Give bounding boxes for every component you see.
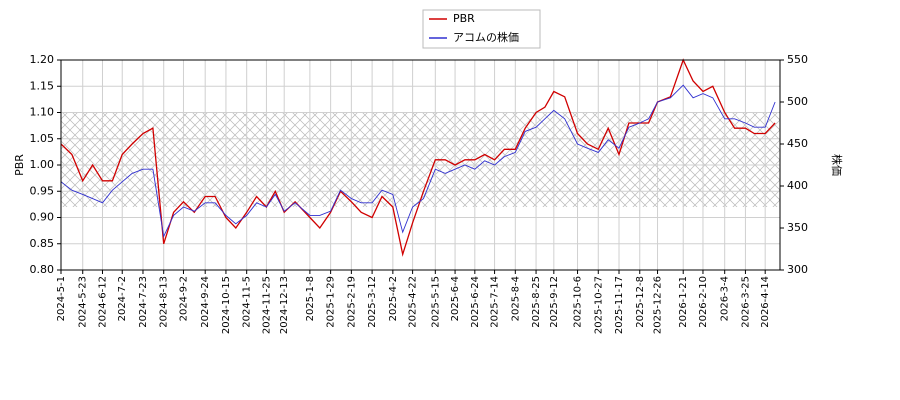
x-tick-label: 2024-8-13 bbox=[159, 276, 170, 328]
legend-box bbox=[422, 9, 541, 49]
x-tick-label: 2024-10-15 bbox=[221, 276, 232, 334]
x-tick-label: 2024-6-12 bbox=[97, 276, 108, 328]
x-tick-label: 2026-3-4 bbox=[720, 276, 731, 321]
y-tick-label: 0.90 bbox=[30, 211, 55, 224]
x-tick-label: 2025-12-8 bbox=[635, 276, 646, 328]
x-tick-label: 2024-5-23 bbox=[78, 276, 89, 328]
x-tick-label: 2025-8-25 bbox=[531, 276, 542, 328]
x-tick-label: 2026-4-14 bbox=[760, 276, 771, 328]
y2-tick-label: 350 bbox=[787, 221, 808, 234]
y-tick-label: 0.85 bbox=[30, 237, 55, 250]
legend bbox=[422, 9, 541, 49]
series-line bbox=[60, 58, 776, 257]
x-tick-label: 2025-8-4 bbox=[510, 276, 521, 321]
x-tick-label: 2025-9-12 bbox=[549, 276, 560, 328]
series-line bbox=[60, 84, 776, 238]
x-tick-label: 2025-5-15 bbox=[430, 276, 441, 328]
y2-tick-label: 450 bbox=[787, 137, 808, 150]
y2-tick-label: 500 bbox=[787, 95, 808, 108]
y-tick-label: 1.05 bbox=[30, 132, 55, 145]
reference-band bbox=[61, 112, 780, 207]
x-tick-label: 2024-5-1 bbox=[56, 276, 67, 321]
x-tick-label: 2024-7-2 bbox=[117, 276, 128, 321]
x-tick-label: 2026-3-25 bbox=[740, 276, 751, 328]
x-tick-label: 2025-10-6 bbox=[573, 276, 584, 328]
x-tick-label: 2025-10-27 bbox=[593, 276, 604, 334]
x-tick-label: 2025-3-12 bbox=[367, 276, 378, 328]
x-tick-label: 2025-7-14 bbox=[490, 276, 501, 328]
x-tick-label: 2025-2-19 bbox=[346, 276, 357, 328]
x-tick-label: 2025-12-26 bbox=[653, 276, 664, 334]
x-tick-label: 2025-1-29 bbox=[326, 276, 337, 328]
y2-axis-label: 株価 bbox=[830, 154, 844, 176]
x-tick-label: 2026-2-10 bbox=[698, 276, 709, 328]
x-tick-label: 2025-6-24 bbox=[470, 276, 481, 328]
x-tick-label: 2024-11-5 bbox=[242, 276, 253, 328]
y-tick-label: 0.95 bbox=[30, 184, 55, 197]
y2-tick-label: 550 bbox=[787, 53, 808, 66]
x-tick-label: 2025-11-17 bbox=[614, 276, 625, 334]
y-tick-label: 1.00 bbox=[30, 158, 55, 171]
y2-tick-label: 300 bbox=[787, 263, 808, 276]
x-tick-label: 2026-1-21 bbox=[678, 276, 689, 328]
y-tick-label: 0.80 bbox=[30, 263, 55, 276]
plot-area bbox=[60, 58, 780, 271]
x-tick-label: 2024-7-23 bbox=[138, 276, 149, 328]
x-tick-label: 2024-12-13 bbox=[279, 276, 290, 334]
x-tick-label: 2024-9-2 bbox=[178, 276, 189, 321]
y-tick-label: 1.20 bbox=[30, 53, 55, 66]
legend-label: PBR bbox=[453, 12, 475, 25]
legend-label: アコムの株価 bbox=[453, 30, 519, 44]
x-tick-label: 2025-1-8 bbox=[305, 276, 316, 321]
x-tick-label: 2025-6-4 bbox=[450, 276, 461, 321]
x-tick-label: 2025-4-2 bbox=[388, 276, 399, 321]
y-tick-label: 1.15 bbox=[30, 79, 55, 92]
y-tick-label: 1.10 bbox=[30, 106, 55, 119]
y-axis-label: PBR bbox=[13, 154, 26, 176]
x-tick-label: 2025-4-22 bbox=[408, 276, 419, 328]
x-tick-label: 2024-9-24 bbox=[200, 276, 211, 328]
x-tick-label: 2024-11-25 bbox=[261, 276, 272, 334]
y2-tick-label: 400 bbox=[787, 179, 808, 192]
